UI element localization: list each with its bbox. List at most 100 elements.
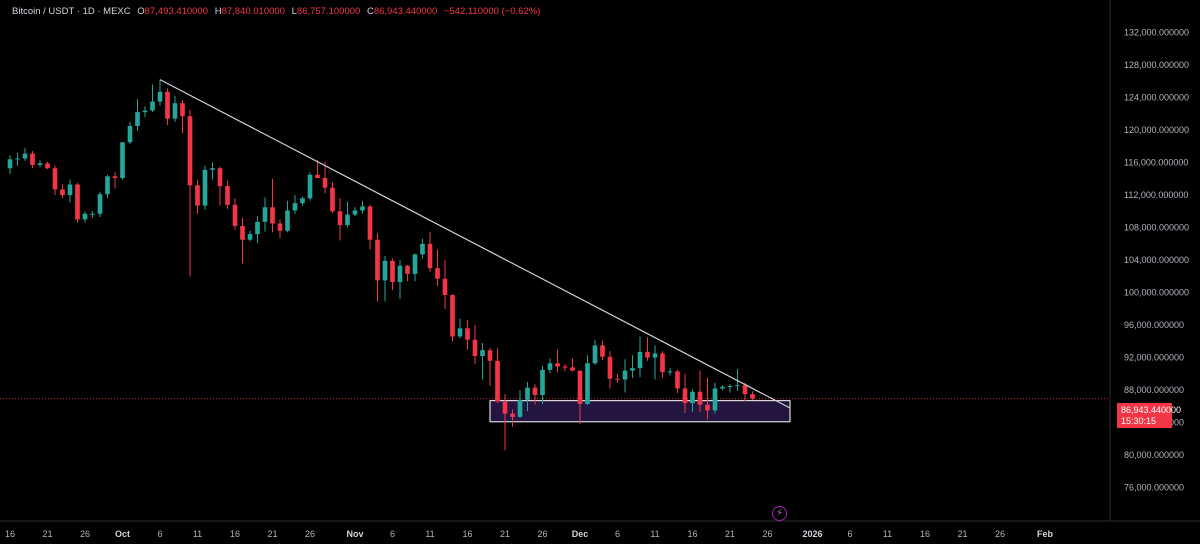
- candle-up: [345, 201, 350, 228]
- candle-up: [525, 381, 530, 412]
- candle-down: [405, 264, 410, 282]
- candle-up: [360, 200, 365, 214]
- candle-up: [420, 238, 425, 259]
- candle-body: [255, 221, 260, 235]
- candle-body: [667, 371, 673, 373]
- candle-down: [600, 340, 605, 361]
- candle-body: [562, 366, 568, 368]
- candle-down: [442, 260, 448, 309]
- candle-body: [712, 388, 718, 411]
- x-tick-label: 16: [687, 529, 697, 539]
- candle-up: [142, 106, 148, 118]
- candle-body: [645, 351, 650, 358]
- candle-up: [37, 160, 43, 168]
- candle-up: [210, 162, 215, 180]
- y-tick-label: 76,000.000000: [1124, 483, 1184, 493]
- candle-down: [45, 161, 50, 170]
- candle-up: [97, 191, 103, 217]
- candle-down: [472, 325, 478, 365]
- low-label: L: [291, 6, 297, 17]
- candle-body: [705, 404, 710, 411]
- candle-up: [690, 389, 695, 413]
- candle-body: [315, 174, 320, 178]
- y-tick-label: 132,000.000000: [1124, 28, 1189, 38]
- candle-up: [127, 121, 133, 144]
- x-tick-label: Nov: [346, 529, 363, 539]
- candle-body: [750, 394, 755, 399]
- candle-up: [457, 318, 463, 339]
- candle-body: [210, 168, 215, 170]
- x-tick-label: 6: [390, 529, 395, 539]
- candle-up: [720, 385, 725, 391]
- candle-body: [735, 385, 740, 387]
- candle-down: [427, 231, 433, 273]
- x-tick-label: 16: [5, 529, 15, 539]
- candle-body: [97, 194, 103, 214]
- candle-up: [120, 142, 125, 180]
- candle-up: [352, 207, 358, 217]
- candle-body: [660, 353, 665, 373]
- x-tick-label: 6: [157, 529, 162, 539]
- candle-body: [615, 378, 620, 380]
- candle-body: [165, 91, 170, 119]
- candle-body: [202, 169, 208, 206]
- candle-up: [135, 99, 140, 131]
- candle-body: [570, 367, 575, 371]
- lightning-icon[interactable]: ⚡: [772, 506, 787, 521]
- candle-down: [705, 377, 710, 420]
- high-value: 87,840.010000: [221, 6, 285, 17]
- candle-body: [397, 265, 403, 283]
- candle-body: [412, 254, 418, 274]
- candle-body: [135, 112, 140, 126]
- candle-body: [120, 142, 125, 178]
- candle-down: [487, 347, 493, 387]
- candle-down: [750, 391, 755, 401]
- candle-body: [690, 391, 695, 404]
- open-label: O: [137, 6, 145, 17]
- x-tick-label: 21: [725, 529, 735, 539]
- candle-up: [22, 147, 28, 161]
- candle-body: [307, 174, 313, 199]
- candle-body: [90, 213, 95, 215]
- candle-up: [15, 152, 20, 166]
- candle-up: [82, 211, 88, 223]
- candle-up: [667, 368, 673, 376]
- y-tick-label: 128,000.000000: [1124, 60, 1189, 70]
- candle-body: [540, 369, 545, 395]
- candle-body: [420, 243, 425, 255]
- candle-body: [52, 168, 58, 190]
- candle-up: [247, 230, 253, 242]
- candle-down: [112, 172, 118, 189]
- candle-body: [555, 363, 560, 367]
- candle-body: [67, 184, 73, 196]
- candle-body: [517, 399, 523, 417]
- candle-up: [202, 165, 208, 210]
- candle-body: [45, 163, 50, 169]
- candle-up: [157, 79, 163, 106]
- x-tick-label: 16: [920, 529, 930, 539]
- candle-down: [502, 394, 508, 451]
- candle-down: [577, 370, 583, 425]
- candle-down: [30, 151, 35, 169]
- low-value: 86,757.100000: [296, 6, 361, 17]
- candle-up: [300, 196, 305, 206]
- candle-up: [412, 253, 418, 282]
- candle-down: [555, 349, 560, 373]
- x-tick-label: 21: [42, 529, 52, 539]
- candle-body: [60, 189, 65, 196]
- candle-down: [337, 198, 343, 241]
- candle-body: [22, 153, 28, 159]
- ohlc-legend: Bitcoin / USDT · 1D · MEXC O87,493.41000…: [12, 6, 540, 17]
- candle-body: [630, 368, 635, 371]
- candle-down: [450, 294, 455, 342]
- candle-body: [262, 207, 268, 222]
- candle-body: [600, 345, 605, 357]
- candle-body: [720, 386, 725, 389]
- candle-body: [525, 387, 530, 400]
- x-tick-label: 21: [267, 529, 277, 539]
- symbol-label[interactable]: Bitcoin / USDT · 1D · MEXC: [12, 6, 131, 17]
- candle-body: [195, 185, 200, 206]
- candle-body: [390, 260, 395, 283]
